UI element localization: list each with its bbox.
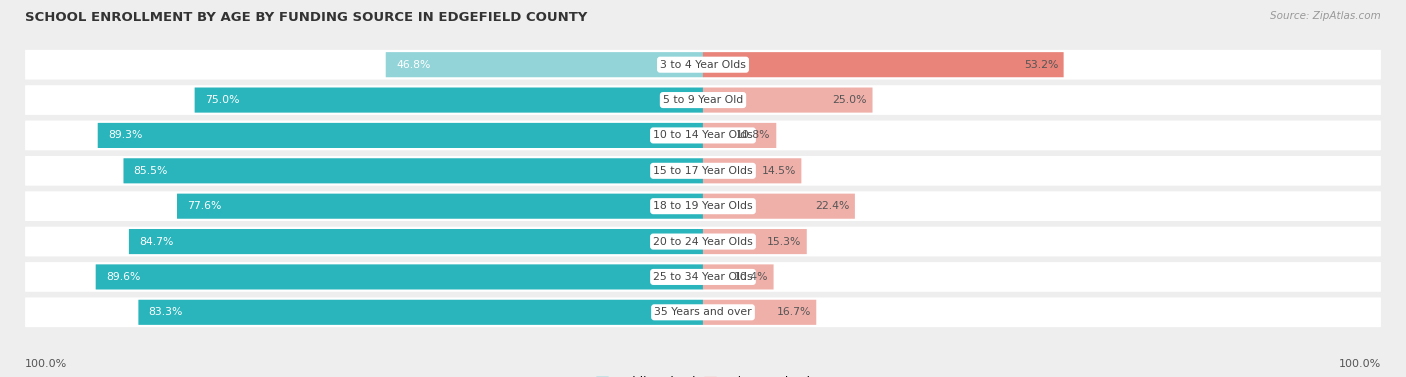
FancyBboxPatch shape bbox=[25, 227, 1381, 256]
FancyBboxPatch shape bbox=[25, 262, 1381, 292]
Text: 20 to 24 Year Olds: 20 to 24 Year Olds bbox=[654, 236, 752, 247]
Text: 77.6%: 77.6% bbox=[187, 201, 222, 211]
FancyBboxPatch shape bbox=[703, 52, 1063, 77]
FancyBboxPatch shape bbox=[138, 300, 703, 325]
FancyBboxPatch shape bbox=[385, 52, 703, 77]
FancyBboxPatch shape bbox=[703, 300, 817, 325]
Text: 25 to 34 Year Olds: 25 to 34 Year Olds bbox=[654, 272, 752, 282]
FancyBboxPatch shape bbox=[25, 50, 1381, 80]
FancyBboxPatch shape bbox=[96, 264, 703, 290]
Text: 15 to 17 Year Olds: 15 to 17 Year Olds bbox=[654, 166, 752, 176]
FancyBboxPatch shape bbox=[25, 297, 1381, 327]
Text: 35 Years and over: 35 Years and over bbox=[654, 307, 752, 317]
FancyBboxPatch shape bbox=[703, 264, 773, 290]
Text: Source: ZipAtlas.com: Source: ZipAtlas.com bbox=[1270, 11, 1381, 21]
FancyBboxPatch shape bbox=[124, 158, 703, 183]
Text: 10 to 14 Year Olds: 10 to 14 Year Olds bbox=[654, 130, 752, 141]
Text: 15.3%: 15.3% bbox=[766, 236, 801, 247]
Text: 10.8%: 10.8% bbox=[737, 130, 770, 141]
Text: 16.7%: 16.7% bbox=[776, 307, 811, 317]
Text: 83.3%: 83.3% bbox=[149, 307, 183, 317]
FancyBboxPatch shape bbox=[98, 123, 703, 148]
Text: 84.7%: 84.7% bbox=[139, 236, 173, 247]
FancyBboxPatch shape bbox=[703, 87, 873, 113]
FancyBboxPatch shape bbox=[703, 123, 776, 148]
Legend: Public School, Private School: Public School, Private School bbox=[596, 376, 810, 377]
Text: 100.0%: 100.0% bbox=[25, 359, 67, 369]
Text: 75.0%: 75.0% bbox=[205, 95, 239, 105]
Text: 89.6%: 89.6% bbox=[105, 272, 141, 282]
Text: SCHOOL ENROLLMENT BY AGE BY FUNDING SOURCE IN EDGEFIELD COUNTY: SCHOOL ENROLLMENT BY AGE BY FUNDING SOUR… bbox=[25, 11, 588, 24]
Text: 18 to 19 Year Olds: 18 to 19 Year Olds bbox=[654, 201, 752, 211]
FancyBboxPatch shape bbox=[25, 121, 1381, 150]
FancyBboxPatch shape bbox=[194, 87, 703, 113]
Text: 85.5%: 85.5% bbox=[134, 166, 169, 176]
Text: 53.2%: 53.2% bbox=[1024, 60, 1059, 70]
FancyBboxPatch shape bbox=[25, 192, 1381, 221]
FancyBboxPatch shape bbox=[703, 158, 801, 183]
FancyBboxPatch shape bbox=[129, 229, 703, 254]
Text: 46.8%: 46.8% bbox=[396, 60, 430, 70]
Text: 5 to 9 Year Old: 5 to 9 Year Old bbox=[662, 95, 744, 105]
FancyBboxPatch shape bbox=[703, 194, 855, 219]
Text: 25.0%: 25.0% bbox=[832, 95, 868, 105]
Text: 14.5%: 14.5% bbox=[762, 166, 796, 176]
FancyBboxPatch shape bbox=[177, 194, 703, 219]
Text: 100.0%: 100.0% bbox=[1339, 359, 1381, 369]
Text: 10.4%: 10.4% bbox=[734, 272, 768, 282]
FancyBboxPatch shape bbox=[25, 156, 1381, 185]
Text: 22.4%: 22.4% bbox=[815, 201, 849, 211]
FancyBboxPatch shape bbox=[703, 229, 807, 254]
Text: 3 to 4 Year Olds: 3 to 4 Year Olds bbox=[659, 60, 747, 70]
Text: 89.3%: 89.3% bbox=[108, 130, 142, 141]
FancyBboxPatch shape bbox=[25, 85, 1381, 115]
